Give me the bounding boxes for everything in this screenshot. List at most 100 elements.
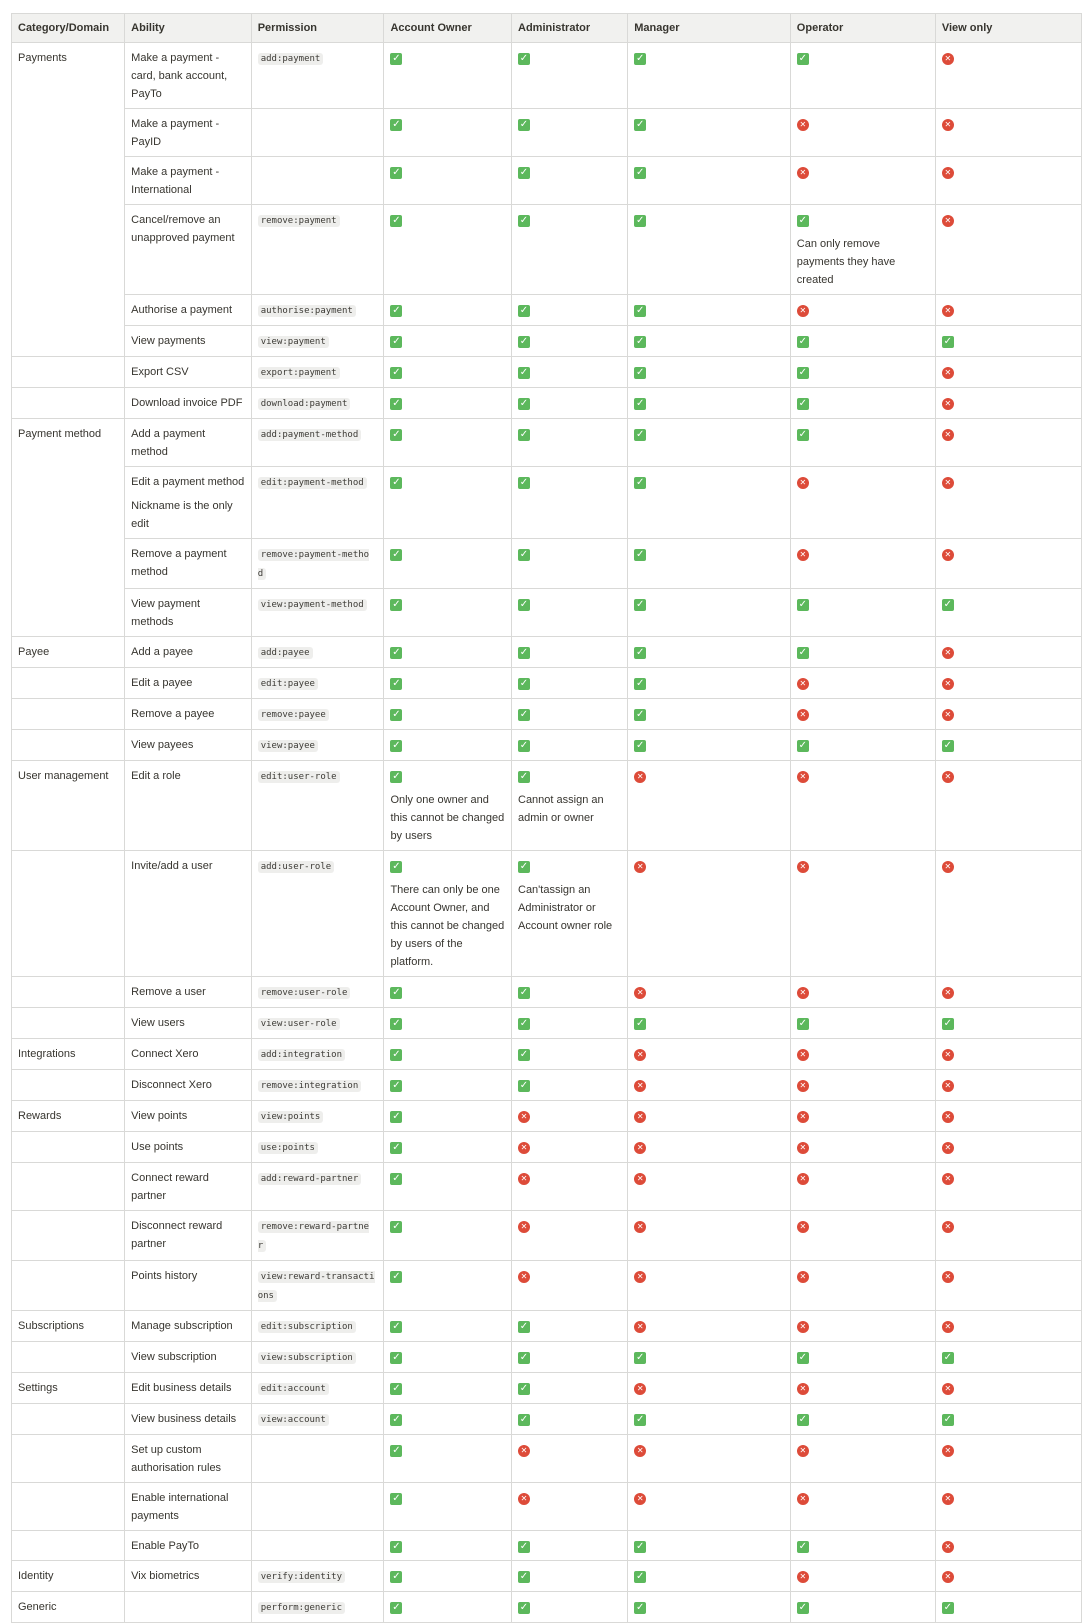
table-row: Enable international payments ✓ ✕ ✕ ✕ ✕ (10, 1482, 1083, 1531)
permission-cell: add:user-role (250, 850, 385, 977)
manager-cell: ✕ (627, 1162, 791, 1211)
permission-code: view:subscription (257, 1352, 356, 1364)
view-only-cell: ✕ (934, 1100, 1083, 1132)
ability-cell: Edit a role (124, 760, 252, 851)
check-mark-icon: ✓ (390, 397, 403, 410)
category-label: Rewards (18, 1110, 62, 1122)
check-mark-icon: ✓ (796, 366, 809, 379)
cross-mark-icon: ✕ (796, 304, 809, 317)
operator-cell: ✕ (789, 1372, 936, 1404)
check-mark-icon: ✓ (518, 366, 530, 379)
check-mark-icon: ✓ (634, 52, 647, 65)
check-mark-icon: ✓ (518, 335, 530, 348)
permission-cell: export:payment (250, 356, 385, 388)
category-label: Payments (18, 52, 67, 64)
permission-cell (250, 1482, 385, 1531)
table-row: Set up custom authorisation rules ✓ ✕ ✕ ✕ ✕ (10, 1434, 1083, 1483)
operator-cell: ✓ (789, 325, 936, 357)
account-owner-cell: ✓ (383, 1403, 512, 1435)
category-cell (10, 1162, 126, 1211)
check-mark-icon: ✓ (518, 860, 530, 873)
ability-cell: Edit business details (124, 1372, 252, 1404)
cross-mark-icon: ✕ (796, 1079, 809, 1092)
administrator-cell: ✓ (510, 418, 629, 467)
check-mark-icon: ✓ (390, 708, 403, 721)
permissions-table: Category/Domain Ability Permission Accou… (10, 13, 1083, 1623)
account-owner-cell: ✓ (383, 1591, 512, 1623)
ability-label: Set up custom authorisation rules (131, 1444, 222, 1474)
operator-cell: ✓ (789, 1341, 936, 1373)
ability-cell: Points history (124, 1260, 252, 1311)
cross-mark-icon: ✕ (634, 1444, 647, 1457)
ability-label: Points history (131, 1270, 198, 1282)
manager-cell: ✓ (627, 156, 791, 205)
check-mark-icon: ✓ (518, 1570, 530, 1583)
operator-cell: ✕ (789, 1100, 936, 1132)
category-cell: User management (10, 760, 126, 851)
manager-cell: ✓ (627, 387, 791, 419)
permission-cell: add:reward-partner (250, 1162, 385, 1211)
administrator-cell: ✓ (510, 1591, 629, 1623)
check-mark-icon: ✓ (518, 397, 530, 410)
manager-cell: ✕ (627, 976, 791, 1008)
manager-cell: ✕ (627, 850, 791, 977)
operator-cell: ✕ (789, 1162, 936, 1211)
permission-cell: remove:user-role (250, 976, 385, 1008)
category-cell (10, 1007, 126, 1039)
administrator-cell: ✓ (510, 156, 629, 205)
header-row: Category/Domain Ability Permission Accou… (10, 13, 1083, 43)
view-only-cell: ✕ (934, 466, 1083, 539)
check-mark-icon: ✓ (390, 1048, 403, 1061)
ability-label: Remove a user (131, 986, 206, 998)
permission-code: view:account (257, 1414, 329, 1426)
category-cell (10, 387, 126, 419)
check-mark-icon: ✓ (390, 1413, 403, 1426)
check-mark-icon: ✓ (941, 1351, 954, 1364)
manager-cell: ✓ (627, 538, 791, 589)
cross-mark-icon: ✕ (796, 1270, 809, 1283)
permission-cell: view:user-role (250, 1007, 385, 1039)
check-mark-icon: ✓ (390, 598, 403, 611)
check-mark-icon: ✓ (390, 986, 403, 999)
operator-cell: ✕ (789, 108, 936, 157)
check-mark-icon: ✓ (390, 214, 403, 227)
cross-mark-icon: ✕ (796, 1141, 809, 1154)
operator-cell: ✓ (789, 1591, 936, 1623)
ability-cell: View payments (124, 325, 252, 357)
category-cell (10, 1131, 126, 1163)
ability-label: Vix biometrics (131, 1570, 200, 1582)
operator-cell: ✕ (789, 850, 936, 977)
view-only-cell: ✓ (934, 1591, 1083, 1623)
category-cell: Identity (10, 1560, 126, 1592)
table-row: View payments view:payment ✓ ✓ ✓ ✓ ✓ (12, 325, 1083, 357)
operator-cell: ✕ (789, 1069, 936, 1101)
administrator-cell: ✓ Cannot assign an admin or owner (510, 760, 629, 851)
category-label: Identity (18, 1570, 54, 1582)
operator-cell: ✓ (789, 1007, 936, 1039)
ability-label: View subscription (131, 1351, 217, 1363)
table-row: Make a payment - PayID ✓ ✓ ✓ ✕ ✕ (12, 108, 1083, 157)
operator-cell: ✕ (789, 976, 936, 1008)
account-owner-note: Only one owner and this cannot be change… (390, 794, 505, 842)
table-row: Disconnect Xero remove:integration ✓ ✓ ✕ ✕ ✕ (10, 1069, 1083, 1101)
manager-cell: ✕ (627, 1482, 791, 1531)
ability-cell: Use points (124, 1131, 252, 1163)
manager-cell: ✓ (627, 588, 791, 637)
category-cell: Subscriptions (10, 1310, 126, 1342)
cross-mark-icon: ✕ (941, 1570, 954, 1583)
permission-cell: edit:payee (250, 667, 385, 699)
ability-label: Edit a payment method (131, 476, 245, 488)
category-cell: Payments (10, 42, 126, 357)
permission-code: download:payment (257, 398, 351, 410)
ability-cell: Vix biometrics (124, 1560, 252, 1592)
cross-mark-icon: ✕ (634, 1048, 647, 1061)
administrator-cell: ✓ (510, 42, 629, 109)
check-mark-icon: ✓ (390, 860, 403, 873)
table-row: Enable PayTo ✓ ✓ ✓ ✓ ✕ (10, 1530, 1083, 1561)
table-row: Subscriptions Manage subscription edit:sub… (10, 1310, 1083, 1342)
view-only-cell: ✕ (934, 42, 1083, 109)
permission-cell (250, 1434, 385, 1483)
permission-code: edit:user-role (257, 771, 340, 783)
check-mark-icon: ✓ (518, 598, 530, 611)
check-mark-icon: ✓ (390, 770, 403, 783)
